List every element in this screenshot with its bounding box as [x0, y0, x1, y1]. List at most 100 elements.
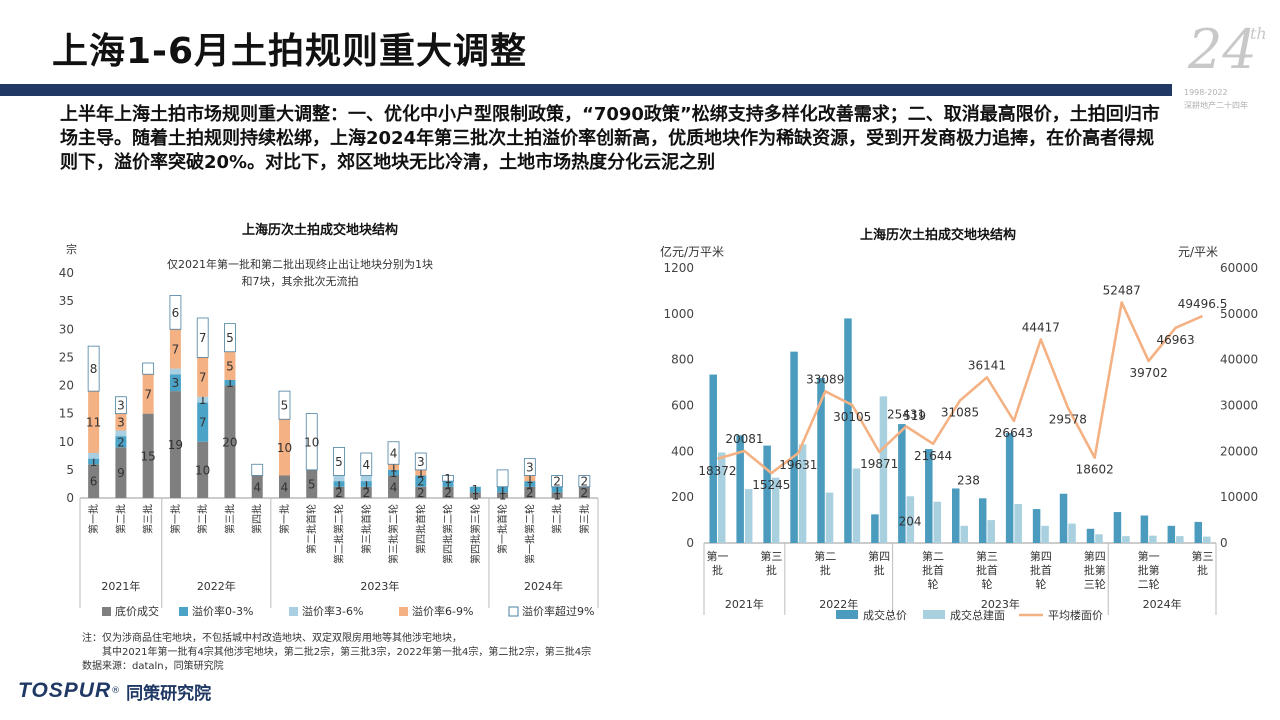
- bar-segment: [169, 295, 182, 330]
- bar-segment: [278, 475, 290, 498]
- bar-segment: [88, 453, 100, 459]
- data-label: 1: [526, 472, 534, 486]
- bar-total-price: [1167, 525, 1176, 543]
- bar-total-price: [898, 424, 906, 543]
- x-tick-label: 第三: [976, 549, 998, 563]
- y-tick-label-left: 200: [671, 490, 694, 504]
- x-tick-label: 轮: [1035, 577, 1046, 591]
- line-value-label: 19631: [779, 458, 817, 472]
- y-tick-label: 35: [59, 294, 74, 308]
- line-value-label: 52487: [1103, 283, 1141, 297]
- y-tick-label-right: 0: [1220, 536, 1228, 550]
- data-label: 7: [199, 331, 207, 345]
- bar-segment: [333, 446, 345, 476]
- bar-segment: [578, 475, 591, 488]
- bar-total-price: [736, 435, 744, 543]
- bar-segment: [578, 486, 590, 498]
- data-label: 10: [195, 463, 210, 477]
- data-label: 10: [277, 441, 292, 455]
- bar-segment: [114, 396, 127, 415]
- x-tick-label: 第四: [1084, 549, 1106, 563]
- x-tick-label: 第三批首轮: [360, 504, 373, 554]
- x-tick-label: 第四批: [251, 504, 264, 534]
- bar-total-price: [844, 318, 852, 543]
- page-title: 上海1-6月土拍规则重大调整: [52, 31, 528, 72]
- bar-segment: [251, 463, 264, 476]
- line-value-label: 44417: [1022, 320, 1060, 334]
- x-tick-label: 第二批: [196, 504, 209, 534]
- y-tick-label-right: 60000: [1220, 261, 1258, 275]
- chart-title: 上海历次土拍成交地块结构: [242, 222, 398, 238]
- y-tick-label-left: 400: [671, 444, 694, 458]
- x-tick-label: 第一批: [278, 504, 291, 534]
- data-label: 19: [168, 438, 183, 452]
- bar-segment: [442, 475, 454, 482]
- bar-segment: [524, 475, 536, 482]
- bar-segment: [115, 413, 127, 431]
- line-value-label: 36141: [968, 358, 1006, 372]
- legend-label: 溢价率3-6%: [302, 604, 363, 618]
- bar-value-label: 519: [903, 409, 926, 423]
- data-label: 10: [304, 435, 319, 449]
- bar-total-area: [1014, 504, 1022, 543]
- bar-total-area: [879, 396, 888, 543]
- bar-segment: [415, 469, 427, 476]
- data-label: 7: [172, 342, 180, 356]
- y-tick-label-right: 40000: [1220, 353, 1258, 367]
- legend-label: 溢价率6-9%: [412, 604, 473, 618]
- bar-total-price: [871, 514, 879, 543]
- legend-swatch: [923, 610, 945, 619]
- x-tick-label: 第二批: [114, 504, 127, 534]
- bar-segment: [360, 452, 373, 476]
- group-label: 2023年: [981, 597, 1020, 611]
- data-label: 15: [141, 449, 156, 463]
- stacked-bar-chart: 上海历次土拍成交地块结构宗仅2021年第一批和第二批出现终止出让地块分别为1块和…: [59, 222, 599, 618]
- bar-total-price: [952, 488, 960, 543]
- x-tick-label: 第三批: [142, 504, 155, 534]
- bar-segment: [415, 475, 427, 487]
- bar-segment: [224, 351, 236, 380]
- data-label: 5: [226, 359, 234, 373]
- data-label: 4: [362, 458, 370, 472]
- data-label: 2: [417, 486, 425, 500]
- bar-segment: [360, 475, 372, 482]
- bar-segment: [387, 441, 400, 465]
- data-label: 4: [390, 447, 398, 461]
- bar-segment: [169, 329, 181, 369]
- x-tick-label: 轮: [928, 577, 939, 591]
- data-label: 3: [526, 461, 534, 475]
- bar-segment: [360, 486, 372, 498]
- chart-annotation: 仅2021年第一批和第二批出现终止出让地块分别为1块: [167, 257, 433, 271]
- data-label: 9: [117, 466, 125, 480]
- y-tick-label-right: 20000: [1220, 444, 1258, 458]
- data-label: 3: [417, 455, 425, 469]
- bar-segment: [388, 475, 400, 498]
- logo-number: 24: [1188, 18, 1257, 81]
- bar-total-price: [1140, 515, 1149, 543]
- footnote-line: 注：仅为涉商品住宅地块，不包括城中村改造地块、双定双限房用地等其他涉宅地块，: [82, 633, 462, 644]
- x-tick-label: 第一批: [169, 504, 182, 534]
- data-label: 5: [308, 477, 316, 491]
- group-label: 2023年: [360, 579, 399, 593]
- bar-segment: [87, 345, 100, 392]
- brand-name-en: TOSPUR: [18, 679, 112, 702]
- bar-segment: [169, 374, 181, 392]
- bar-segment: [469, 492, 481, 498]
- line-avg-price: [717, 301, 1204, 475]
- bar-total-area: [933, 501, 942, 543]
- x-tick-label: 第二: [814, 549, 836, 563]
- data-label: 5: [335, 455, 343, 469]
- line-value-label: 18602: [1076, 463, 1114, 477]
- bar-total-price: [1059, 493, 1068, 543]
- y-tick-label-right: 30000: [1220, 399, 1258, 413]
- chart-annotation: 和7块，其余批次无流拍: [242, 274, 359, 288]
- bar-total-area: [798, 444, 807, 543]
- data-label: 1: [199, 393, 207, 407]
- bar-total-area: [1203, 536, 1211, 543]
- y-tick-label: 30: [59, 322, 74, 336]
- bar-total-area: [1095, 534, 1103, 543]
- x-tick-label: 批首: [976, 563, 998, 577]
- data-label: 1: [499, 489, 507, 503]
- brand-registered: ®: [111, 686, 121, 696]
- x-tick-label: 批: [820, 563, 831, 577]
